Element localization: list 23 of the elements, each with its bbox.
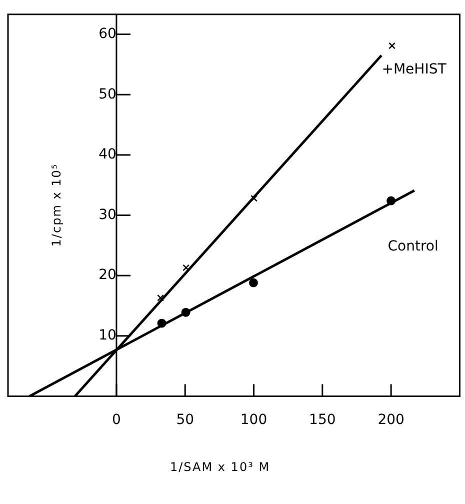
text: Control [388, 238, 438, 254]
x-tick-label: 150 [309, 412, 336, 428]
point [181, 308, 190, 317]
x-tick-label: 100 [240, 412, 268, 428]
point [386, 196, 396, 206]
point [157, 294, 164, 302]
y-tick-label: 40 [98, 146, 116, 163]
y-tick-label: 10 [98, 328, 116, 344]
point [157, 318, 166, 328]
y-tick-label: 60 [98, 26, 116, 42]
point [248, 278, 258, 288]
point [388, 42, 396, 50]
y-tick-label: 50 [98, 86, 116, 102]
y-axis-title: 1/cpm x 10⁵ [50, 164, 64, 247]
series-label: +MeHIST [382, 61, 447, 78]
point [250, 194, 258, 202]
x-tick-label: 50 [176, 412, 194, 428]
x-tick-label: 200 [378, 412, 404, 428]
y-tick-label: 30 [98, 206, 116, 223]
y-tick-label: 20 [98, 267, 116, 284]
point [182, 264, 190, 272]
x-axis-title: 1/SAM x 10³ M [170, 460, 270, 474]
x-tick-label: 0 [112, 412, 121, 428]
